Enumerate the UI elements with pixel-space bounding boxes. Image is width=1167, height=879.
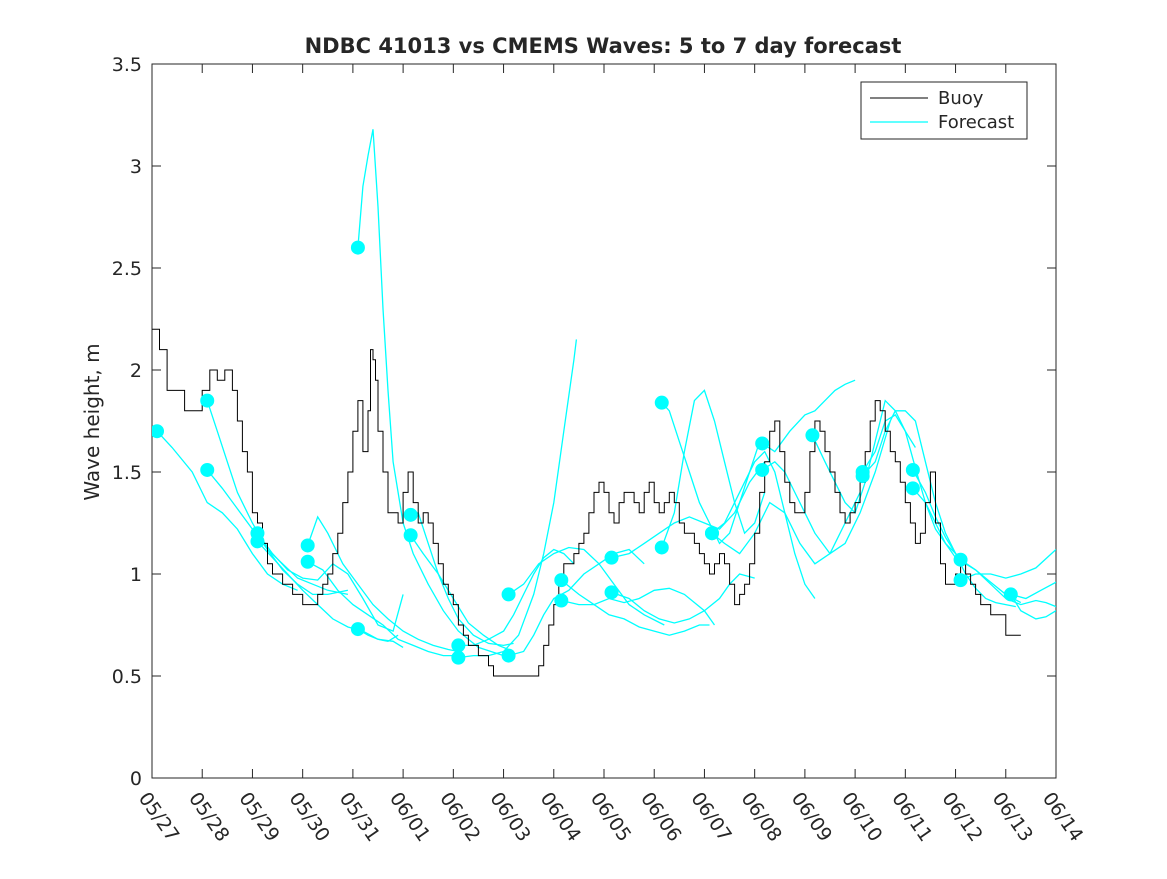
forecast-start-marker xyxy=(805,428,820,443)
forecast-start-marker xyxy=(654,540,669,555)
forecast-start-marker xyxy=(554,593,569,608)
y-tick-label: 0.5 xyxy=(112,666,142,688)
x-tick-label: 06/11 xyxy=(887,788,936,845)
forecast-start-marker xyxy=(604,585,619,600)
forecast-start-marker xyxy=(1003,587,1018,602)
forecast-line xyxy=(960,549,1056,581)
y-tick-label: 2 xyxy=(130,360,142,382)
forecast-start-marker xyxy=(905,462,920,477)
forecast-start-marker xyxy=(300,538,315,553)
x-tick-label: 05/28 xyxy=(184,788,233,845)
x-tick-label: 05/31 xyxy=(335,788,384,845)
forecast-line xyxy=(458,548,575,647)
forecast-line xyxy=(611,573,755,624)
forecast-line xyxy=(1010,581,1056,600)
y-tick-label: 3 xyxy=(130,156,142,178)
forecast-start-marker xyxy=(250,526,265,541)
forecast-line xyxy=(661,389,766,548)
forecast-line xyxy=(761,420,891,555)
x-tick-label: 06/14 xyxy=(1038,788,1087,845)
y-tick-label: 1.5 xyxy=(112,462,142,484)
legend-buoy-label: Buoy xyxy=(938,88,984,109)
forecast-line xyxy=(960,559,1056,608)
forecast-line xyxy=(156,430,298,591)
x-tick-label: 06/12 xyxy=(937,788,986,845)
forecast-line xyxy=(711,492,861,565)
forecast-start-marker xyxy=(953,573,968,588)
forecast-start-marker xyxy=(855,465,870,479)
forecast-start-marker xyxy=(953,552,968,567)
forecast-start-marker xyxy=(300,554,315,569)
legend-box xyxy=(860,81,1028,140)
forecast-start-marker xyxy=(554,573,569,588)
x-tick-label: 06/01 xyxy=(385,788,434,845)
forecast-start-marker xyxy=(403,528,418,543)
forecast-line xyxy=(307,515,459,653)
forecast-start-marker xyxy=(451,650,466,665)
forecast-start-marker xyxy=(755,462,770,477)
forecast-line xyxy=(711,450,816,599)
x-tick-label: 06/04 xyxy=(536,788,585,845)
x-tick-label: 06/07 xyxy=(686,788,735,845)
legend: Buoy Forecast xyxy=(860,81,1028,140)
x-tick-label: 06/03 xyxy=(485,788,534,845)
forecast-start-marker xyxy=(451,638,466,653)
x-tick-label: 06/10 xyxy=(837,788,886,845)
forecast-start-marker xyxy=(200,393,215,408)
x-tick-label: 05/29 xyxy=(234,788,283,845)
forecast-line xyxy=(357,628,399,642)
y-tick-label: 2.5 xyxy=(112,258,142,280)
legend-forecast-label: Forecast xyxy=(938,112,1014,133)
x-tick-label: 06/05 xyxy=(586,788,635,845)
forecast-line xyxy=(357,129,504,657)
x-tick-label: 05/27 xyxy=(134,788,183,845)
forecast-start-marker xyxy=(654,395,669,410)
x-tick-label: 05/30 xyxy=(285,788,334,845)
y-tick-label: 0 xyxy=(130,768,142,790)
y-axis-label: Wave height, m xyxy=(80,343,104,500)
forecast-line xyxy=(560,579,710,636)
series-group xyxy=(152,129,1056,677)
forecast-start-marker xyxy=(501,587,516,602)
forecast-line xyxy=(1010,594,1056,620)
plot-area-frame xyxy=(151,63,1057,779)
chart-title: NDBC 41013 vs CMEMS Waves: 5 to 7 day fo… xyxy=(305,34,902,58)
forecast-line xyxy=(410,534,514,653)
forecast-start-marker xyxy=(755,436,770,451)
y-tick-label: 3.5 xyxy=(112,54,142,76)
forecast-start-marker xyxy=(905,481,920,496)
forecast-line xyxy=(661,402,761,545)
forecast-line xyxy=(508,548,645,657)
x-tick-label: 06/08 xyxy=(737,788,786,845)
x-tick-label: 06/02 xyxy=(435,788,484,845)
forecast-start-marker xyxy=(350,622,365,637)
forecast-start-marker xyxy=(604,550,619,565)
forecast-start-marker xyxy=(200,462,215,477)
forecast-start-marker xyxy=(501,648,516,663)
y-tick-label: 1 xyxy=(130,564,142,586)
forecast-line xyxy=(862,410,967,565)
forecast-start-marker xyxy=(403,507,418,522)
forecast-start-marker xyxy=(152,424,165,439)
forecast-start-marker xyxy=(704,526,719,541)
forecast-line xyxy=(561,587,716,626)
x-tick-label: 06/13 xyxy=(988,788,1037,845)
buoy-line xyxy=(152,328,1021,677)
forecast-start-marker xyxy=(350,240,365,255)
x-tick-label: 06/09 xyxy=(787,788,836,845)
forecast-line xyxy=(508,546,665,626)
x-tick-label: 06/06 xyxy=(636,788,685,845)
forecast-line xyxy=(307,561,459,657)
